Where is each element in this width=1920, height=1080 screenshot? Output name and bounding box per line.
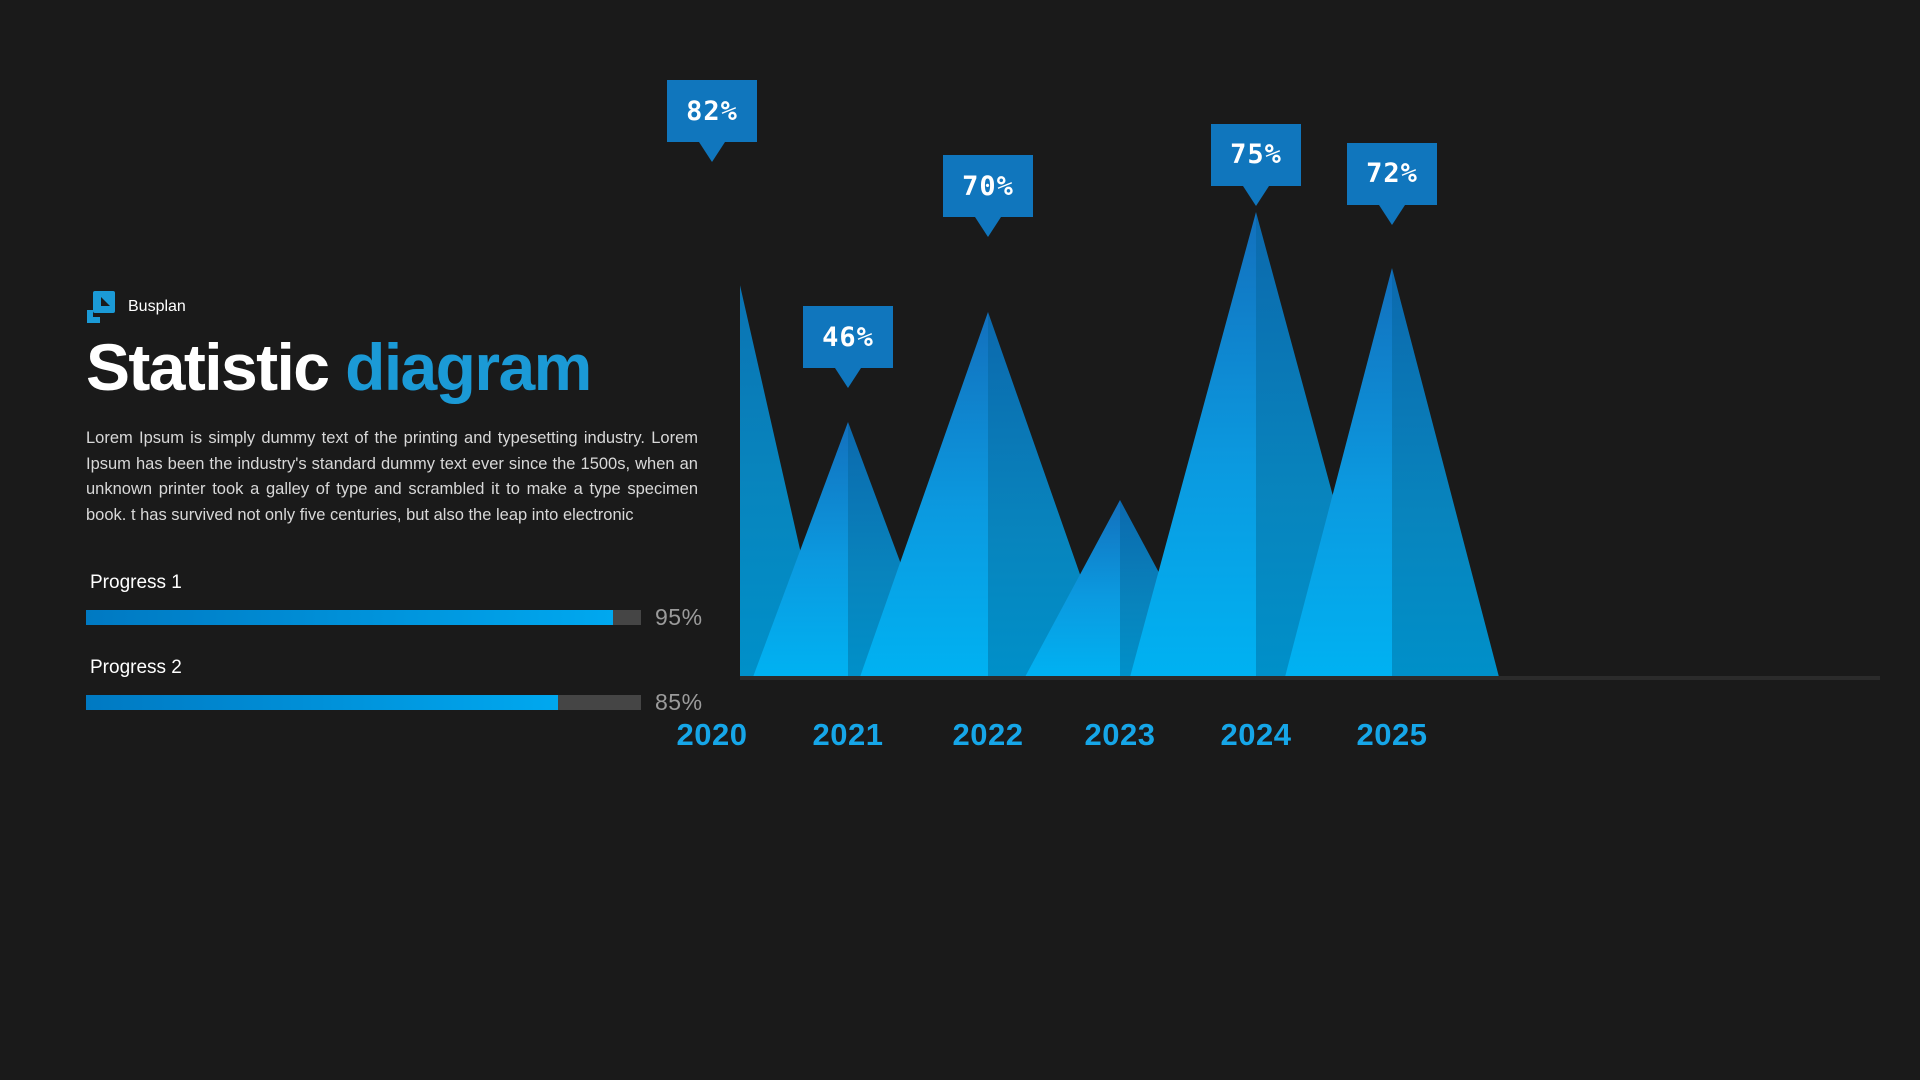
busplan-logo-icon [86, 290, 116, 324]
bubble-tail [1243, 185, 1269, 206]
progress-label-2: Progress 2 [90, 657, 182, 679]
x-axis-label-2022: 2022 [952, 717, 1024, 752]
left-info-panel: Busplan Statistic diagram Lorem Ipsum is… [86, 290, 716, 742]
progress-value-2: 85% [655, 689, 703, 716]
page-title-part2: diagram [345, 330, 592, 404]
brand-lockup: Busplan [86, 290, 716, 324]
progress-fill-1 [86, 610, 614, 626]
value-bubble-2024-label: 75% [1230, 139, 1282, 171]
page-title-part1: Statistic [86, 330, 330, 404]
progress-row-1: 95% [86, 604, 706, 631]
progress-label-1: Progress 1 [90, 572, 182, 594]
value-bubble-2025-label: 72% [1366, 158, 1418, 190]
progress-value-1: 95% [655, 604, 703, 631]
body-paragraph: Lorem Ipsum is simply dummy text of the … [86, 429, 698, 524]
progress-track-2[interactable] [86, 695, 641, 711]
progress-track-1[interactable] [86, 610, 641, 626]
value-bubble-2021[interactable]: 46% [803, 306, 893, 389]
chart-baseline-rule [740, 676, 1880, 680]
bubble-tail [835, 368, 861, 389]
progress-block-2: Progress 2 85% [86, 657, 706, 716]
spike-item-2025[interactable] [1285, 268, 1499, 677]
bubble-tail [1379, 204, 1405, 225]
x-axis-label-2025: 2025 [1356, 717, 1428, 752]
value-bubble-2022[interactable]: 70% [943, 155, 1033, 238]
value-bubble-2024[interactable]: 75% [1211, 123, 1301, 206]
x-axis-label-2024: 2024 [1220, 717, 1292, 752]
spikes-final [740, 212, 1499, 677]
x-axis-label-2021: 2021 [812, 717, 884, 752]
chart-spikes [740, 90, 1880, 920]
progress-row-2: 85% [86, 689, 706, 716]
value-bubble-2022-label: 70% [962, 170, 1014, 202]
value-bubble-2020-label: 82% [686, 95, 738, 127]
brand-name: Busplan [128, 298, 186, 315]
x-axis-label-2023: 2023 [1084, 717, 1156, 752]
bubble-tail [699, 142, 725, 162]
value-bubble-2021-label: 46% [822, 321, 874, 353]
page-title: Statistic diagram [86, 334, 716, 400]
bubble-tail [975, 217, 1001, 238]
progress-fill-2 [86, 695, 558, 711]
statistic-spike-chart: 82% 46% 70% 75% 72% 2020 2021 2022 2023 … [667, 80, 1880, 920]
value-bubble-2025[interactable]: 72% [1347, 142, 1437, 225]
x-axis-label-2020: 2020 [676, 717, 748, 752]
value-bubble-2020[interactable]: 82% [667, 80, 757, 162]
progress-block-1: Progress 1 95% [86, 572, 706, 631]
